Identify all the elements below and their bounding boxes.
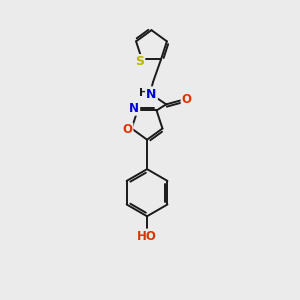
Text: HO: HO — [137, 230, 157, 243]
Text: N: N — [146, 88, 157, 100]
Text: N: N — [129, 101, 139, 115]
Text: O: O — [122, 124, 132, 136]
Text: H: H — [139, 88, 148, 98]
Text: S: S — [135, 55, 144, 68]
Text: O: O — [182, 93, 192, 106]
